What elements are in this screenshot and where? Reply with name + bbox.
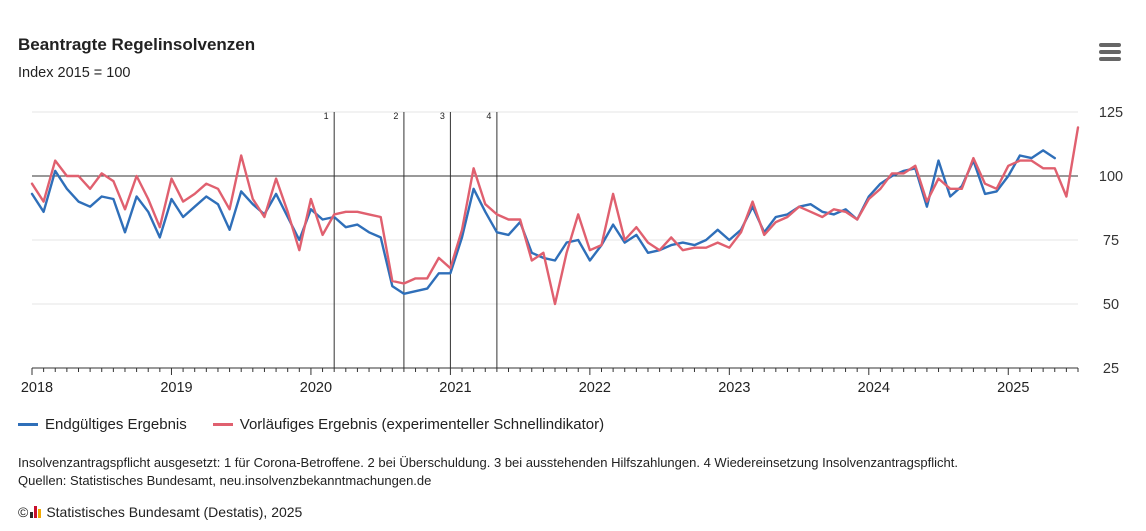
y-tick-label-100: 100 [1099, 169, 1123, 185]
series-line-final [30, 149, 1057, 296]
legend-swatch-final [18, 423, 38, 426]
event-marker-label-3: 3 [440, 111, 445, 121]
line-chart: 25 50 75 100 125 2018 2019 2020 2021 2022 2023 2024… [21, 105, 1123, 396]
x-tick-label-2020: 2020 [300, 380, 332, 396]
legend-swatch-preliminary [212, 423, 233, 426]
y-tick-label-25: 25 [1103, 361, 1119, 377]
event-marker-label-1: 1 [324, 111, 329, 121]
y-tick-label-50: 50 [1103, 297, 1119, 313]
destatis-logo-icon [30, 506, 43, 518]
legend-item-final[interactable]: Endgültiges Ergebnis [18, 416, 187, 433]
hamburger-menu-icon[interactable] [1098, 42, 1122, 62]
footnote: Insolvenzantragspflicht ausgesetzt: 1 fü… [18, 455, 958, 470]
chart-legend: Endgültiges Ergebnis Vorläufiges Ergebni… [18, 416, 630, 433]
x-tick-label-2025: 2025 [997, 380, 1029, 396]
event-marker-label-2: 2 [393, 111, 398, 121]
x-tick-label-2021: 2021 [439, 380, 471, 396]
event-marker-label-4: 4 [486, 111, 491, 121]
credit-text: Statistisches Bundesamt (Destatis), 2025 [46, 504, 303, 520]
x-tick-label-2023: 2023 [718, 380, 750, 396]
sources-note: Quellen: Statistisches Bundesamt, neu.in… [18, 473, 432, 488]
legend-label-final: Endgültiges Ergebnis [45, 416, 187, 433]
y-tick-label-75: 75 [1103, 233, 1119, 249]
x-tick-label-2024: 2024 [858, 380, 890, 396]
x-tick-label-2022: 2022 [579, 380, 611, 396]
x-tick-label-2019: 2019 [160, 380, 192, 396]
credit-line: © Statistisches Bundesamt (Destatis), 20… [18, 504, 302, 520]
y-tick-label-125: 125 [1099, 105, 1123, 121]
series-line-preliminary [30, 126, 1080, 306]
copyright-symbol: © [18, 504, 29, 520]
chart-title: Beantragte Regelinsolvenzen [18, 35, 256, 54]
legend-item-preliminary[interactable]: Vorläufiges Ergebnis (experimenteller Sc… [212, 416, 605, 433]
chart-subtitle: Index 2015 = 100 [18, 65, 131, 81]
x-tick-label-2018: 2018 [21, 380, 53, 396]
legend-label-preliminary: Vorläufiges Ergebnis (experimenteller Sc… [239, 416, 605, 433]
